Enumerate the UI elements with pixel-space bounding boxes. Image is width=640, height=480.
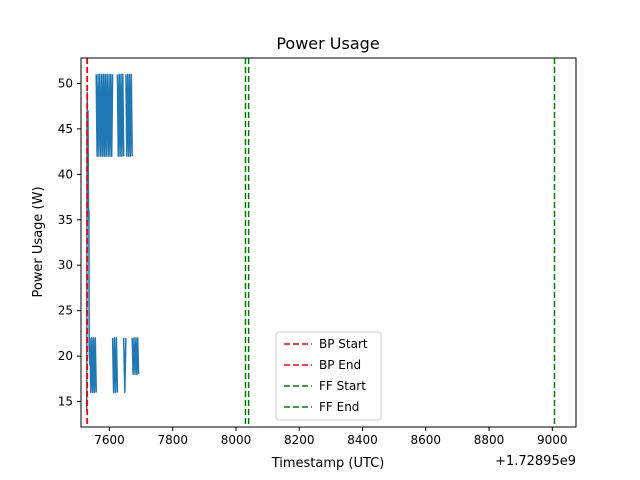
- y-tick-label: 20: [58, 349, 73, 363]
- y-tick-label: 15: [58, 395, 73, 409]
- x-tick-label: 8600: [410, 433, 441, 447]
- legend-label: BP Start: [319, 337, 368, 351]
- y-tick-label: 30: [58, 258, 73, 272]
- y-tick-label: 50: [58, 76, 73, 90]
- y-tick-label: 45: [58, 122, 73, 136]
- y-tick-label: 25: [58, 304, 73, 318]
- x-tick-label: 7800: [157, 433, 188, 447]
- series-segment: [122, 337, 127, 394]
- series-segment: [111, 337, 119, 394]
- axes-frame: [80, 57, 577, 428]
- x-tick-label: 8800: [474, 433, 505, 447]
- legend-box: [275, 331, 382, 421]
- x-axis-label: Timestamp (UTC): [271, 456, 385, 471]
- legend: BP Start BP End FF Start FF End: [275, 331, 382, 421]
- legend-label: BP End: [319, 358, 361, 372]
- legend-label: FF Start: [319, 379, 366, 393]
- series-segment: [125, 73, 133, 157]
- x-axis-offset: +1.72895e9: [495, 454, 576, 469]
- x-tick-label: 7600: [94, 433, 125, 447]
- legend-label: FF End: [319, 400, 359, 414]
- x-tick-label: 8400: [347, 433, 378, 447]
- series-segment: [95, 73, 114, 157]
- y-tick-label: 40: [58, 167, 73, 181]
- y-axis-label: Power Usage (W): [31, 186, 46, 297]
- x-tick-label: 9000: [537, 433, 568, 447]
- y-tick-label: 35: [58, 213, 73, 227]
- series-segment: [131, 337, 140, 376]
- axis-ticks: 7600 7800 8000 8200 8400 8600 8800 9000 15 20 25 30…: [58, 76, 568, 447]
- plot-area: [85, 58, 556, 427]
- chart-title: Power Usage: [276, 34, 379, 53]
- series-segment: [89, 337, 97, 394]
- series-segment: [116, 73, 125, 157]
- x-tick-label: 8200: [284, 433, 315, 447]
- x-tick-label: 8000: [221, 433, 252, 447]
